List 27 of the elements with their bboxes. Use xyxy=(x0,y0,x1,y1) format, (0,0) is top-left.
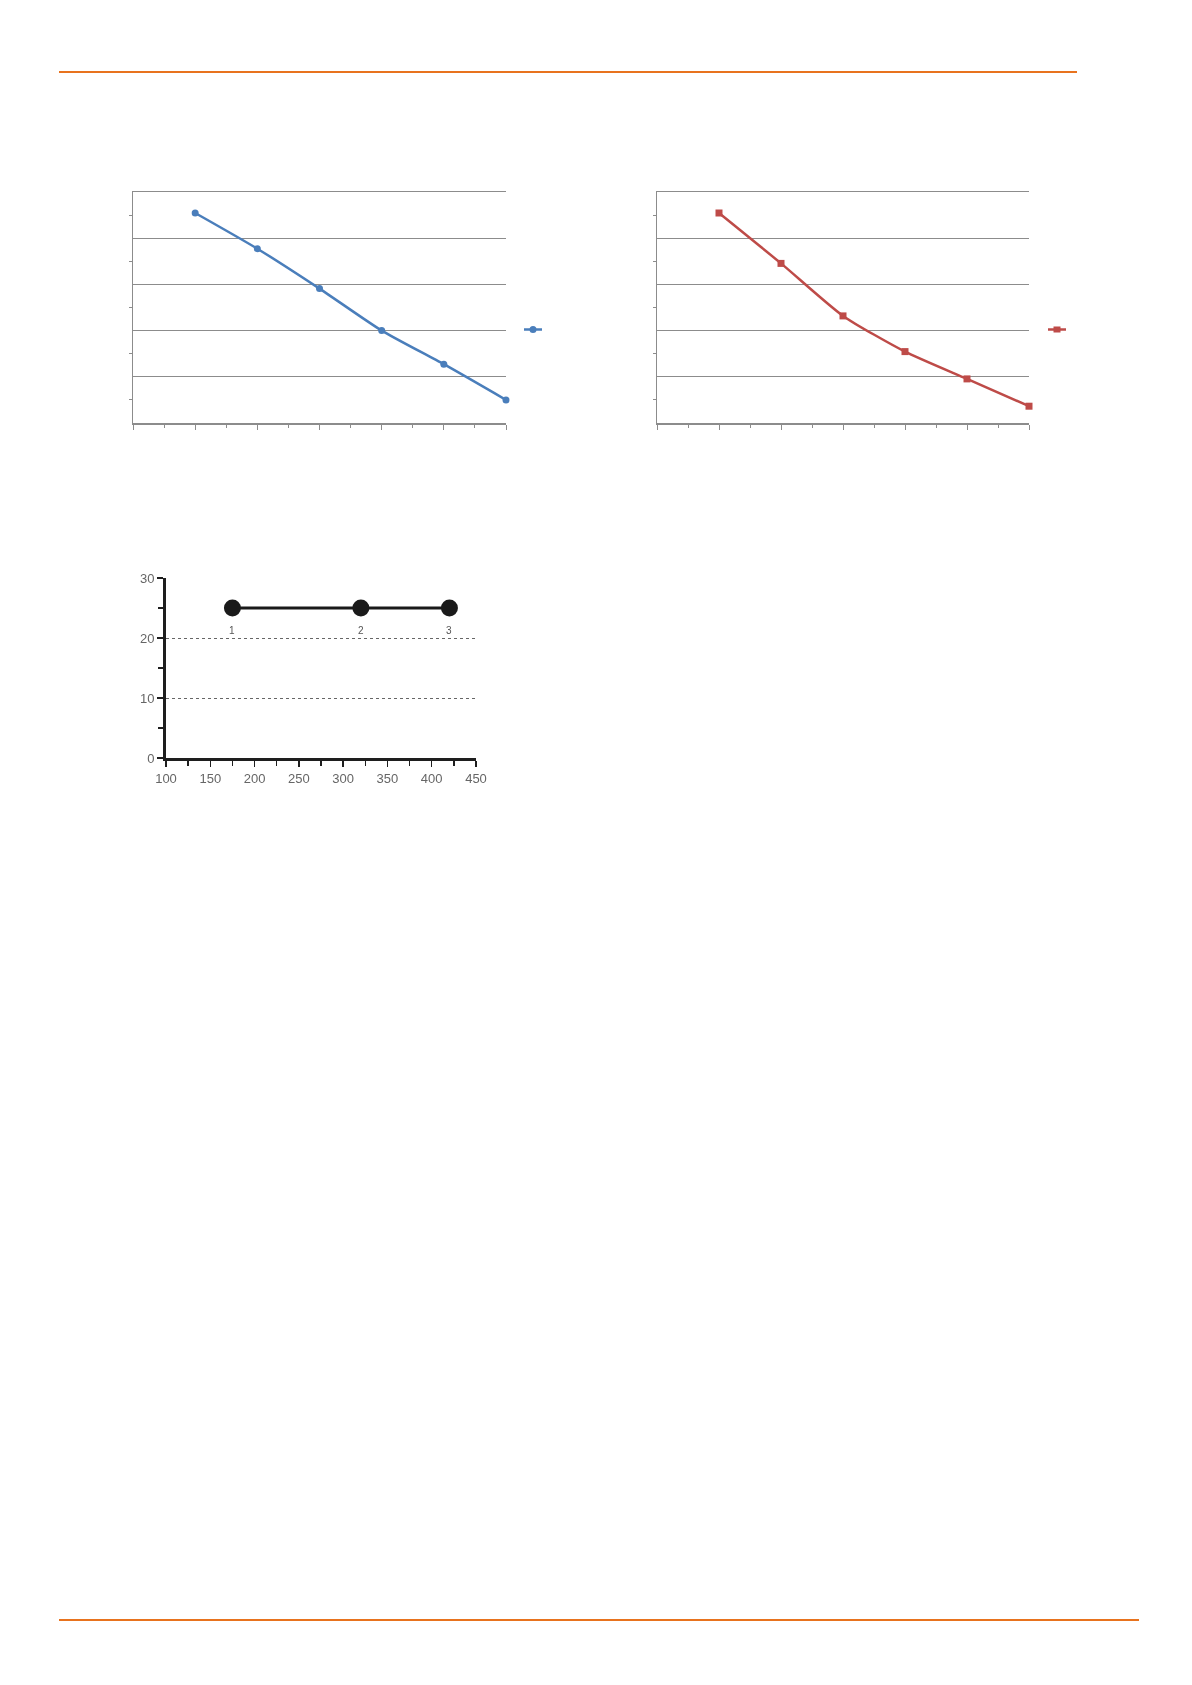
point xyxy=(715,209,723,217)
x-tick-label: 350 xyxy=(376,770,399,786)
point xyxy=(191,209,199,217)
point xyxy=(1025,402,1033,410)
y-tick-label: 30 xyxy=(139,570,155,586)
point xyxy=(378,327,386,335)
point xyxy=(502,396,510,404)
x-tick-label: 100 xyxy=(155,770,177,786)
x-tick-label: 200 xyxy=(243,770,266,786)
point xyxy=(253,245,261,253)
x-tick-label: 300 xyxy=(332,770,354,786)
point xyxy=(440,360,448,368)
y-tick-label: 20 xyxy=(139,630,155,646)
annotation: 3 xyxy=(446,625,452,636)
point xyxy=(963,375,971,383)
point xyxy=(316,285,323,293)
x-tick-label: 150 xyxy=(199,770,222,786)
point xyxy=(839,312,847,320)
annotation: 2 xyxy=(358,625,364,636)
x-tick-label: 450 xyxy=(465,770,487,786)
y-tick-label: 0 xyxy=(147,750,155,766)
annotation: 1 xyxy=(229,625,235,636)
y-tick-label: 10 xyxy=(139,690,155,706)
point xyxy=(777,259,785,267)
x-tick-label: 250 xyxy=(288,770,310,786)
point xyxy=(901,348,909,356)
x-tick-label: 400 xyxy=(420,770,443,786)
